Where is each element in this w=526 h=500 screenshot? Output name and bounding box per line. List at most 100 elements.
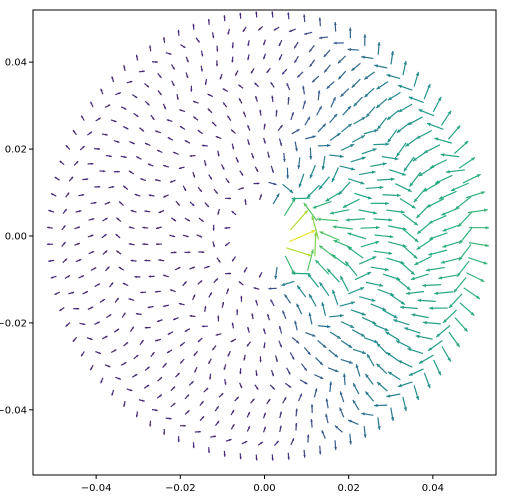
quiver-arrow [308, 44, 315, 53]
quiver-arrow [242, 111, 247, 118]
quiver-arrow [297, 157, 301, 169]
quiver-arrow [325, 413, 329, 424]
quiver-arrow [427, 340, 443, 352]
quiver-arrow [65, 144, 71, 150]
quiver-arrow [272, 193, 280, 205]
quiver-arrow [162, 362, 167, 368]
quiver-arrow [413, 187, 427, 203]
quiver-arrow [230, 338, 237, 343]
quiver-arrow [133, 354, 139, 360]
quiver-arrow [101, 133, 108, 136]
quiver-arrow [396, 122, 411, 134]
quiver-arrow [268, 181, 277, 186]
y-tick-label: 0.04 [5, 58, 27, 69]
quiver-arrow [247, 139, 250, 146]
quiver-arrow [208, 292, 213, 298]
quiver-arrow [238, 84, 244, 89]
quiver-arrow [118, 201, 124, 206]
quiver-arrow [286, 367, 291, 375]
quiver-arrow [448, 293, 463, 309]
quiver-arrow [288, 28, 296, 33]
quiver-arrow [133, 112, 139, 118]
quiver-arrow [462, 173, 481, 184]
quiver-arrow [438, 190, 457, 200]
quiver-arrow [388, 225, 407, 231]
quiver-arrow [426, 198, 445, 208]
quiver-arrow [348, 27, 352, 39]
quiver-arrow [306, 434, 310, 443]
quiver-arrow [296, 71, 304, 78]
quiver-arrow [174, 266, 181, 271]
quiver-arrow [90, 201, 97, 205]
quiver-arrow [203, 265, 210, 269]
quiver-arrow [298, 393, 303, 402]
quiver-arrow [172, 317, 179, 321]
quiver-arrow [111, 389, 115, 396]
quiver-arrow [457, 211, 473, 228]
quiver-arrow [156, 149, 163, 154]
quiver-arrow [157, 89, 162, 96]
quiver-arrow [130, 259, 137, 262]
quiver-arrow [163, 428, 166, 435]
quiver-arrow [319, 231, 340, 241]
quiver-arrow [417, 298, 436, 303]
quiver-arrow [329, 113, 338, 124]
quiver-arrow [253, 182, 260, 185]
y-tick-label: 0.00 [5, 231, 27, 242]
y-axis: −0.04 −0.02 0.00 0.02 0.04 [0, 58, 33, 416]
quiver-arrow [468, 226, 490, 230]
quiver-arrow [400, 305, 418, 310]
quiver-arrow [194, 366, 198, 373]
quiver-arrow [267, 151, 270, 159]
quiver-arrow [422, 320, 441, 325]
quiver-arrow [198, 217, 205, 223]
quiver-arrow [262, 412, 267, 419]
quiver-arrow [211, 345, 217, 351]
quiver-arrow [135, 312, 142, 316]
quiver-arrow [243, 267, 248, 273]
quiver-arrow [289, 209, 309, 231]
quiver-arrow [163, 37, 166, 44]
quiver-arrow [123, 400, 126, 407]
quiver-arrow [361, 412, 374, 416]
quiver-arrow [347, 246, 364, 259]
quiver-arrow [50, 275, 57, 279]
quiver-arrow [342, 198, 360, 209]
quiver-arrow [167, 331, 174, 336]
quiver-arrow [247, 124, 251, 131]
quiver-arrow [315, 357, 324, 366]
quiver-arrow [352, 348, 367, 355]
quiver-arrow [361, 316, 377, 325]
quiver-arrow [426, 122, 444, 130]
quiver-arrow [347, 419, 359, 426]
quiver-arrow [144, 100, 150, 106]
quiver-arrow [163, 164, 169, 168]
quiver-arrow [271, 11, 274, 18]
quiver-arrow [239, 170, 244, 176]
quiver-arrow [197, 186, 203, 193]
quiver-arrow [313, 388, 318, 398]
quiver-arrow [95, 117, 101, 122]
quiver-arrow [242, 26, 247, 33]
quiver-arrow [465, 191, 486, 199]
quiver-arrow [155, 130, 161, 134]
quiver-arrow [144, 366, 150, 372]
quiver-arrow [182, 281, 188, 287]
quiver-arrow [105, 154, 112, 158]
quiver-arrow [128, 298, 135, 302]
quiver-arrow [409, 171, 422, 188]
quiver-arrow [310, 404, 314, 414]
quiver-arrow [134, 193, 141, 197]
quiver-arrow [207, 93, 214, 98]
quiver-arrow [215, 420, 220, 427]
quiver-arrow [75, 210, 82, 213]
quiver-arrow [167, 136, 174, 141]
quiver-arrow [270, 81, 275, 88]
quiver-arrow [295, 422, 298, 431]
quiver-arrow [332, 289, 339, 305]
quiver-arrow [360, 240, 380, 248]
quiver-arrow [423, 372, 431, 389]
quiver-arrow [217, 315, 220, 322]
quiver-arrow [329, 331, 342, 340]
quiver-arrow [100, 88, 104, 95]
